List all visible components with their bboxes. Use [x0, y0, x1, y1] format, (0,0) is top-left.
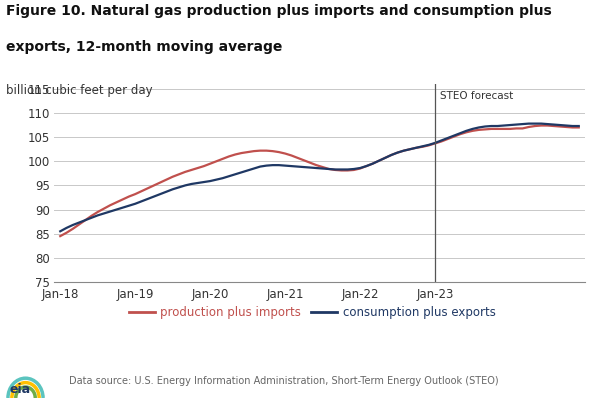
Text: Data source: U.S. Energy Information Administration, Short-Term Energy Outlook (: Data source: U.S. Energy Information Adm… — [69, 376, 499, 386]
Text: exports, 12-month moving average: exports, 12-month moving average — [6, 40, 283, 54]
Legend: production plus imports, consumption plus exports: production plus imports, consumption plu… — [124, 302, 500, 324]
Text: Figure 10. Natural gas production plus imports and consumption plus: Figure 10. Natural gas production plus i… — [6, 4, 552, 18]
Text: eia: eia — [10, 383, 31, 396]
Text: STEO forecast: STEO forecast — [440, 91, 514, 101]
Text: billion cubic feet per day: billion cubic feet per day — [6, 84, 152, 97]
